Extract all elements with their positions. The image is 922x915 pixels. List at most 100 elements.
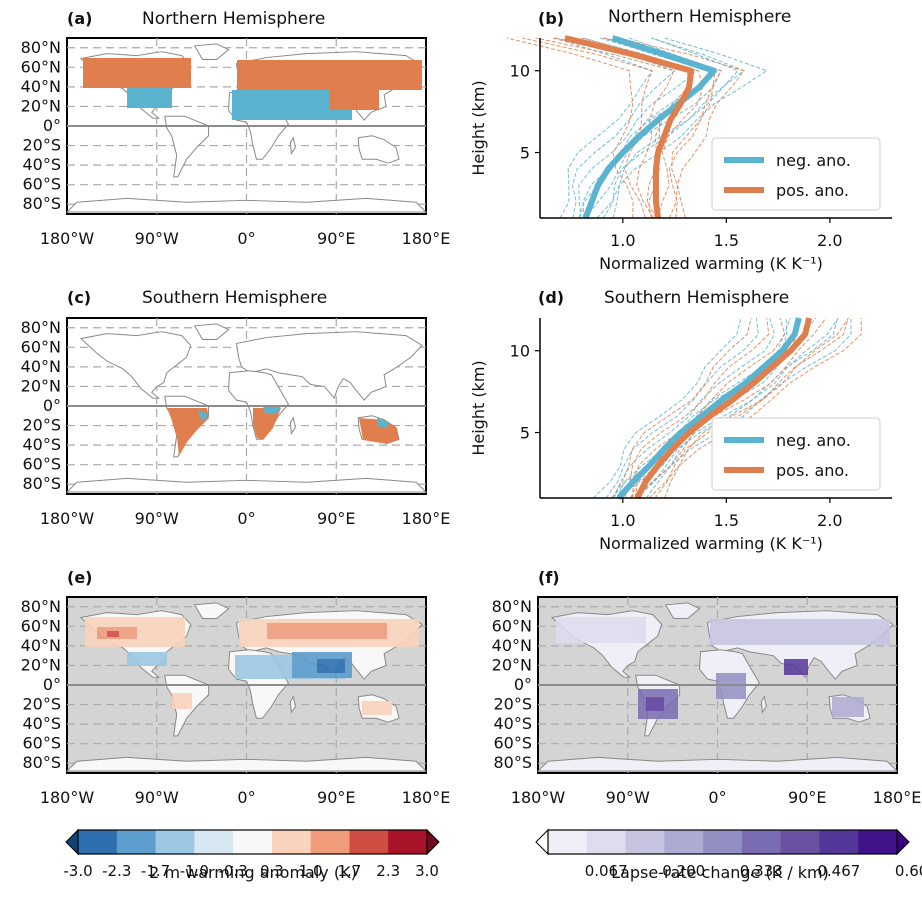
x-tick-label: 1.0 (610, 231, 635, 250)
lat-tick-label: 20°N (492, 655, 532, 674)
y-tick-label: 10 (510, 342, 530, 361)
lat-tick-label: 80°N (21, 597, 61, 616)
colorbar-tick-label: 1.0 (299, 862, 323, 880)
map-e (66, 596, 427, 774)
lapse-cell (556, 617, 646, 643)
x-tick-label: 2.0 (817, 511, 842, 530)
lat-tick-label: 40°N (492, 636, 532, 655)
ensemble-member-line (554, 37, 653, 219)
anomaly-cell (107, 631, 119, 637)
colorbar-segment (349, 830, 389, 854)
lat-tick-label: 60°N (21, 337, 61, 356)
colorbar-tick-label: 0.067 (585, 862, 628, 880)
colorbar-segment (78, 830, 118, 854)
colorbar-f: 0.067 0.200 0.333 0.467 0.600 (535, 828, 922, 880)
lat-tick-label: 80°N (21, 38, 61, 57)
x-axis-label: Normalized warming (K K⁻¹) (599, 254, 823, 273)
colorbar-segment (741, 830, 782, 854)
lat-tick-label: 60°S (493, 734, 532, 753)
legend-entry: neg. ano. (776, 151, 851, 170)
ensemble-member-line (611, 317, 752, 499)
colorbar-tick-label: -3.0 (63, 862, 92, 880)
map-c (66, 317, 427, 495)
x-tick-label: 1.0 (610, 511, 635, 530)
panel-c: (c) Southern Hemisphere (66, 288, 427, 495)
x-axis-label: Normalized warming (K K⁻¹) (599, 534, 823, 553)
lat-tick-label: 0° (43, 396, 61, 415)
lon-tick-label: 0° (237, 229, 255, 248)
x-tick-label: 1.5 (714, 511, 739, 530)
lat-tick-label: 80°S (493, 753, 532, 772)
lon-tick-label: 90°W (606, 788, 650, 807)
panel-c-title: Southern Hemisphere (142, 288, 327, 308)
sh-positive-region (167, 408, 209, 456)
colorbar-segment (155, 830, 195, 854)
sh-negative-region (263, 406, 281, 414)
nh-positive-region (329, 90, 379, 110)
ensemble-member-line (605, 317, 759, 499)
lat-tick-label: 40°S (22, 714, 61, 733)
anomaly-cell (362, 701, 392, 715)
colorbar-segment (310, 830, 350, 854)
ensemble-member-line (648, 317, 850, 499)
sh-positive-region (253, 408, 281, 440)
lon-tick-label: 180°W (40, 229, 95, 248)
map-f (537, 596, 898, 774)
lat-tick-label: 20°N (21, 96, 61, 115)
colorbar-segment (664, 830, 704, 854)
ensemble-member-line (616, 37, 745, 219)
lapse-cell (832, 697, 864, 717)
panel-b: (b) Northern Hemisphere 1.0 1.5 2.0 5 10 Norm… (469, 7, 892, 273)
anomaly-cell (127, 652, 167, 666)
panel-b-title: Northern Hemisphere (608, 7, 791, 27)
x-tick-label: 2.0 (817, 231, 842, 250)
colorbar-segment (271, 830, 312, 854)
lat-tick-label: 60°N (492, 616, 532, 635)
ensemble-member-line (506, 37, 634, 219)
lon-tick-label: 0° (237, 788, 255, 807)
ensemble-member-line (602, 37, 746, 219)
lat-tick-label: 40°N (21, 357, 61, 376)
panel-d: (d) Southern Hemisphere 1.0 1.5 2.0 5 10 Norm… (469, 288, 892, 553)
series-mean-line (616, 317, 802, 500)
colorbar-segment (586, 830, 627, 854)
ensemble-member-line (624, 317, 770, 499)
colorbar-tick-label: 0.600 (895, 862, 922, 880)
panel-f-label: (f) (538, 568, 560, 587)
panel-d-label: (d) (538, 288, 564, 307)
y-tick-label: 10 (510, 62, 530, 81)
ensemble-member-line (645, 317, 852, 499)
colorbar-e: -3.0 -2.3 -1.7 -1.0 -0.3 0.3 1.0 1.7 2.3 3.0 (63, 828, 440, 880)
ensemble-member-line (592, 317, 742, 499)
ensemble-member-line (522, 37, 653, 219)
lon-tick-label: 180°W (40, 509, 95, 528)
lat-tick-label: 60°N (21, 616, 61, 635)
lat-tick-label: 40°S (493, 714, 532, 733)
colorbar-segment (194, 830, 234, 854)
lat-tick-label: 20°S (22, 416, 61, 435)
panel-e: (e) (66, 568, 427, 774)
lat-tick-label: 20°S (22, 136, 61, 155)
lon-tick-label: 90°E (317, 229, 355, 248)
lat-tick-label: 80°S (22, 474, 61, 493)
nh-positive-region (83, 58, 191, 88)
lat-tick-label: 40°S (22, 435, 61, 454)
sh-anomaly-mask (167, 406, 399, 456)
lon-tick-label: 180°E (402, 229, 451, 248)
colorbar-extend-high (896, 828, 910, 856)
lon-tick-label: 90°E (788, 788, 826, 807)
lat-tick-label: 20°S (22, 695, 61, 714)
lat-tick-label: 20°N (21, 376, 61, 395)
colorbar-e-label: 2 m warming anomaly (K) (149, 863, 357, 882)
lat-tick-label: 0° (514, 675, 532, 694)
panel-a-title: Northern Hemisphere (142, 9, 325, 29)
lat-tick-label: 80°N (492, 597, 532, 616)
nh-negative-region (127, 88, 172, 108)
colorbar-extend-low (535, 828, 549, 856)
ensemble-member-line (569, 37, 676, 219)
y-axis-label: Height (km) (469, 360, 488, 455)
ensemble-member-line (636, 317, 839, 499)
colorbar-f-label: Lapse-rate change (K / km) (611, 863, 829, 882)
warming-anomaly-field (85, 617, 419, 715)
